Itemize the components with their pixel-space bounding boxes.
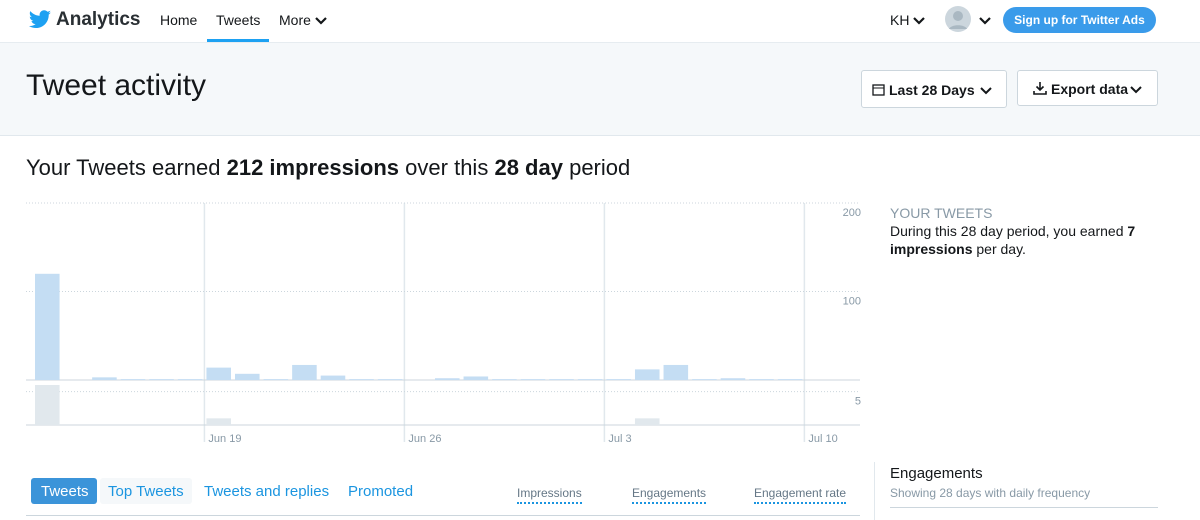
bar — [349, 379, 374, 380]
date-range: Last 28 Days — [889, 82, 975, 98]
avatar[interactable] — [944, 5, 972, 33]
bar — [634, 369, 660, 380]
user-menu[interactable]: KH — [890, 12, 910, 28]
chevron — [1130, 86, 1142, 94]
bar — [549, 379, 574, 380]
nav-link[interactable]: More — [279, 12, 311, 28]
engagements-subtitle: Showing 28 days with daily frequency — [890, 486, 1091, 500]
nav-link[interactable]: Tweets — [216, 12, 261, 28]
bar — [492, 379, 517, 380]
bar — [434, 378, 460, 380]
divider — [26, 515, 860, 516]
bar — [663, 364, 689, 380]
twitter-logo[interactable] — [28, 10, 52, 30]
nav-bar: Analytics Home Tweets More KH Sign up fo… — [0, 0, 1200, 43]
bar — [749, 379, 774, 380]
chevron — [979, 17, 991, 25]
column-header[interactable]: Impressions — [517, 486, 582, 504]
export-label: Export data — [1051, 81, 1129, 97]
bar — [292, 364, 317, 380]
tab-bg — [100, 478, 192, 504]
summary-text: over this — [405, 155, 489, 180]
nav-link[interactable]: Home — [160, 12, 198, 28]
summary-text: period — [569, 155, 631, 180]
bar — [263, 379, 289, 380]
divider — [874, 462, 875, 520]
header: Tweet activity Last 28 Days Export data — [0, 43, 1200, 136]
bar — [720, 378, 746, 380]
bar — [320, 375, 346, 380]
date-range-button[interactable]: Last 28 Days — [861, 70, 1007, 108]
tab[interactable]: Tweets and replies — [204, 483, 330, 500]
bar — [149, 379, 174, 380]
bar — [520, 379, 546, 380]
x-tick-label: Jun 19 — [208, 433, 241, 445]
bar — [577, 379, 603, 380]
sidebar-text: During this 28 day period, you earned — [890, 223, 1124, 239]
summary-days: 28 day — [494, 155, 563, 180]
divider — [890, 507, 1158, 508]
summary-impressions: 212 impressions — [226, 155, 400, 180]
bar — [35, 273, 60, 380]
chevron — [980, 87, 992, 95]
y-tick-label: 200 — [843, 207, 861, 219]
sidebar-highlight: 7 impressions — [890, 223, 1136, 257]
tab[interactable]: Tweets — [41, 483, 89, 500]
bar — [206, 367, 231, 380]
page-title: Tweet activity — [26, 69, 207, 102]
column-header[interactable]: Engagement rate — [754, 486, 847, 504]
sidebar: YOUR TWEETS During this 28 day period, y… — [890, 204, 1160, 258]
bar — [206, 418, 231, 425]
active-tab-bg — [31, 478, 97, 504]
engagements-title: Engagements — [890, 465, 983, 482]
chevron — [913, 17, 925, 25]
bar — [692, 379, 717, 380]
download-icon — [1033, 82, 1047, 95]
x-tick-label: Jul 10 — [808, 433, 837, 445]
export-button[interactable]: Export data — [1017, 70, 1158, 106]
tab[interactable]: Promoted — [348, 483, 414, 500]
sidebar-text: per day. — [976, 241, 1026, 257]
active-indicator — [207, 39, 269, 42]
y-tick-label: 100 — [843, 295, 861, 307]
bar — [777, 379, 803, 380]
column-header[interactable]: Engagements — [632, 486, 707, 504]
x-tick-label: Jun 26 — [408, 433, 441, 445]
bar — [634, 418, 660, 425]
bar — [377, 379, 403, 380]
bar — [120, 379, 146, 380]
bar — [463, 376, 489, 380]
ads-button[interactable]: Sign up for Twitter Ads — [1003, 7, 1156, 33]
sidebar-label: YOUR TWEETS — [890, 205, 993, 221]
bar — [234, 373, 260, 380]
calendar-icon — [872, 84, 885, 96]
x-tick-label: Jul 3 — [608, 433, 631, 445]
brand[interactable]: Analytics — [56, 9, 141, 30]
summary: Your Tweets earned 212 impressions over … — [26, 155, 630, 181]
chevron — [315, 17, 327, 25]
bar — [177, 379, 203, 380]
y-tick-label: 5 — [855, 396, 861, 408]
summary-text: Your Tweets earned — [26, 155, 221, 180]
chart: Jun 19 Jun 26 Jul 3 Jul 10 100 200 5 — [26, 202, 861, 445]
bar — [606, 379, 631, 380]
tab[interactable]: Top Tweets — [108, 483, 184, 500]
bar — [92, 377, 117, 380]
bar — [35, 385, 60, 425]
